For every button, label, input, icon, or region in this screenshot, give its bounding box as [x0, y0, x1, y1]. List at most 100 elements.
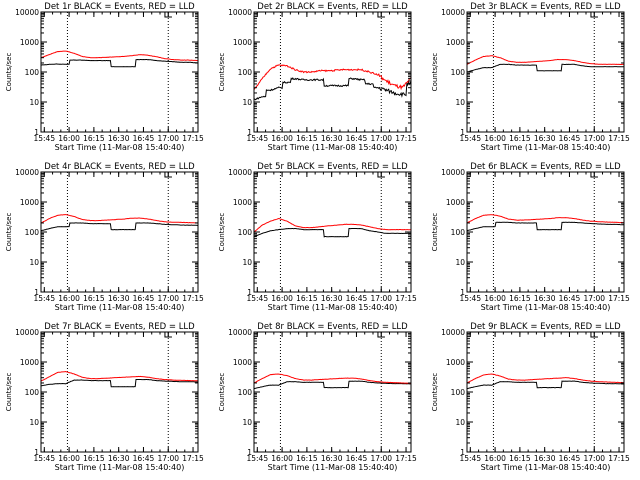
y-tick-label: 100	[238, 228, 253, 237]
x-tick-label: 17:15	[608, 134, 630, 143]
y-tick-label: 10	[29, 98, 39, 107]
plot-frame	[466, 11, 625, 133]
x-tick-label: 15:45	[33, 454, 55, 463]
x-tick-label: 17:15	[608, 454, 630, 463]
x-tick-label: 16:30	[108, 134, 130, 143]
x-tick-label: 17:15	[395, 134, 417, 143]
x-tick-label: 17:15	[182, 454, 204, 463]
x-tick-label: 16:15	[296, 294, 318, 303]
corner-marker	[377, 172, 385, 178]
plot-frame	[253, 11, 412, 133]
x-tick-label: 16:30	[108, 294, 130, 303]
lld-series-line	[253, 64, 412, 91]
x-tick-label: 17:15	[182, 294, 204, 303]
x-tick-label: 16:45	[559, 134, 581, 143]
x-tick-label: 15:45	[246, 294, 268, 303]
y-tick-label: 100	[25, 68, 40, 77]
events-series-line	[253, 227, 411, 238]
x-tick-label: 16:00	[271, 454, 293, 463]
x-tick-label: 16:00	[271, 134, 293, 143]
x-tick-label: 17:00	[157, 454, 179, 463]
panel-3: Det 3r BLACK = Events, RED = LLD 1 10 100 10…	[431, 2, 630, 152]
x-tick-label: 17:15	[395, 454, 417, 463]
x-tick-label: 16:45	[133, 454, 155, 463]
y-tick-label: 1000	[20, 358, 39, 367]
x-tick-label: 17:00	[370, 294, 392, 303]
plot-frame	[40, 11, 199, 133]
y-tick-label: 1000	[20, 38, 39, 47]
x-tick-label: 16:15	[509, 134, 531, 143]
y-tick-label: 10	[29, 258, 39, 267]
x-tick-label: 16:15	[296, 134, 318, 143]
y-tick-label: 10	[242, 258, 252, 267]
x-tick-label: 16:15	[509, 294, 531, 303]
x-axis-label: Start Time (11-Mar-08 15:40:40)	[481, 463, 611, 472]
y-tick-label: 10000	[228, 8, 252, 17]
y-axis-label: Counts/sec	[218, 373, 226, 412]
x-tick-label: 16:30	[534, 294, 556, 303]
corner-marker	[377, 12, 385, 18]
y-tick-label: 10000	[228, 168, 252, 177]
x-tick-label: 17:00	[370, 454, 392, 463]
x-axis-label: Start Time (11-Mar-08 15:40:40)	[481, 303, 611, 312]
corner-marker	[164, 12, 172, 18]
x-axis-label: Start Time (11-Mar-08 15:40:40)	[268, 143, 398, 152]
y-tick-label: 10000	[441, 328, 465, 337]
x-tick-label: 17:00	[157, 294, 179, 303]
corner-marker	[164, 332, 172, 338]
x-tick-label: 16:30	[534, 454, 556, 463]
x-tick-label: 16:30	[321, 294, 343, 303]
panel-title: Det 8r BLACK = Events, RED = LLD	[257, 322, 408, 332]
x-tick-label: 16:00	[271, 294, 293, 303]
corner-marker	[590, 332, 598, 338]
x-tick-label: 15:45	[33, 134, 55, 143]
lld-series-line	[466, 373, 624, 384]
x-axis-label: Start Time (11-Mar-08 15:40:40)	[268, 303, 398, 312]
y-tick-label: 1000	[233, 358, 252, 367]
events-series-line	[254, 380, 412, 389]
x-tick-label: 17:00	[583, 294, 605, 303]
lld-series-line	[40, 214, 199, 224]
x-tick-label: 15:45	[33, 294, 55, 303]
events-series-line	[467, 380, 624, 389]
x-tick-label: 15:45	[246, 454, 268, 463]
plot-frame	[253, 331, 412, 453]
y-tick-label: 1	[34, 448, 39, 457]
y-tick-label: 10	[242, 98, 252, 107]
x-tick-label: 16:45	[346, 454, 368, 463]
y-tick-label: 10000	[15, 328, 39, 337]
lld-series-line	[466, 55, 625, 66]
panel-4: Det 4r BLACK = Events, RED = LLD 1 10 100 10…	[5, 162, 204, 312]
panel-title: Det 6r BLACK = Events, RED = LLD	[470, 162, 621, 172]
x-tick-label: 16:15	[83, 454, 105, 463]
x-tick-label: 17:15	[395, 294, 417, 303]
events-series-line	[466, 63, 625, 73]
x-axis-label: Start Time (11-Mar-08 15:40:40)	[268, 463, 398, 472]
y-axis-label: Counts/sec	[431, 373, 439, 412]
x-tick-label: 15:45	[459, 454, 481, 463]
x-tick-label: 16:45	[346, 134, 368, 143]
corner-marker	[590, 172, 598, 178]
y-tick-label: 100	[238, 388, 253, 397]
y-tick-label: 1000	[233, 38, 252, 47]
x-tick-label: 16:00	[58, 454, 80, 463]
panel-title: Det 9r BLACK = Events, RED = LLD	[470, 322, 621, 332]
x-tick-label: 15:45	[459, 294, 481, 303]
x-tick-label: 16:00	[484, 454, 506, 463]
x-tick-label: 16:30	[534, 134, 556, 143]
y-tick-label: 1000	[20, 198, 39, 207]
y-tick-label: 1000	[446, 198, 465, 207]
y-tick-label: 10	[455, 98, 465, 107]
y-tick-label: 100	[451, 228, 466, 237]
y-tick-label: 100	[451, 388, 466, 397]
corner-marker	[164, 172, 172, 178]
x-tick-label: 16:00	[484, 294, 506, 303]
panel-title: Det 7r BLACK = Events, RED = LLD	[44, 322, 195, 332]
y-tick-label: 10000	[228, 328, 252, 337]
x-tick-label: 16:45	[133, 294, 155, 303]
y-tick-label: 10000	[15, 168, 39, 177]
y-axis-label: Counts/sec	[5, 213, 13, 252]
panel-8: Det 8r BLACK = Events, RED = LLD 1 10 100 10…	[218, 322, 417, 472]
x-tick-label: 17:15	[608, 294, 630, 303]
